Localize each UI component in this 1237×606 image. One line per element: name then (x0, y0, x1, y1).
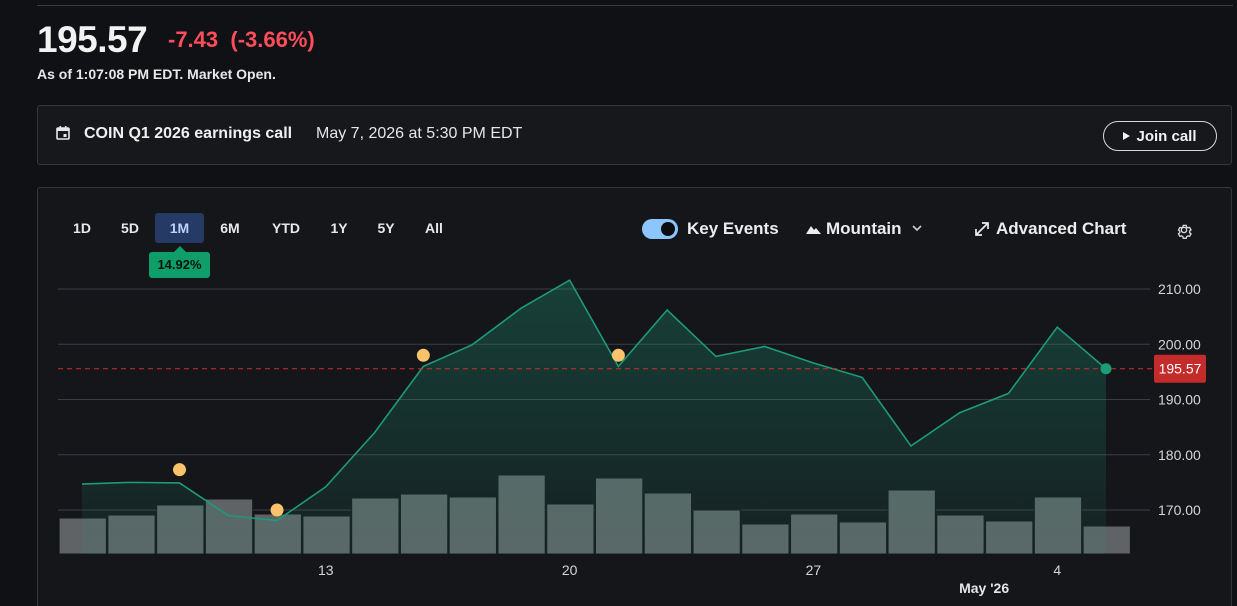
key-event-marker[interactable] (612, 349, 625, 362)
key-event-marker[interactable] (417, 349, 430, 362)
x-tick-label: 4 (1053, 562, 1061, 578)
y-tick-label: 170.00 (1158, 502, 1201, 518)
y-tick-label: 180.00 (1158, 447, 1201, 463)
x-tick-label: 20 (562, 562, 578, 578)
y-tick-label: 200.00 (1158, 336, 1201, 352)
last-price-dot (1101, 363, 1112, 374)
x-tick-label: 27 (806, 562, 822, 578)
last-price-tag-label: 195.57 (1159, 361, 1202, 377)
x-tick-label: 13 (318, 562, 334, 578)
key-event-marker[interactable] (173, 463, 186, 476)
key-event-marker[interactable] (271, 504, 284, 517)
y-tick-label: 190.00 (1158, 392, 1201, 408)
x-month-label: May '26 (959, 580, 1009, 596)
y-tick-label: 210.00 (1158, 281, 1201, 297)
